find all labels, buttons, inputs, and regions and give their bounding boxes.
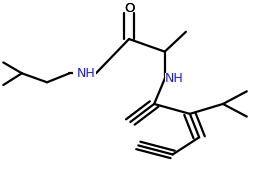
Text: O: O xyxy=(124,2,134,15)
Bar xyxy=(165,73,187,84)
Bar xyxy=(73,68,96,79)
Text: NH: NH xyxy=(165,72,184,85)
Text: O: O xyxy=(124,2,134,15)
Text: NH: NH xyxy=(77,67,96,80)
Text: NH: NH xyxy=(165,72,184,85)
Text: NH: NH xyxy=(77,67,96,80)
